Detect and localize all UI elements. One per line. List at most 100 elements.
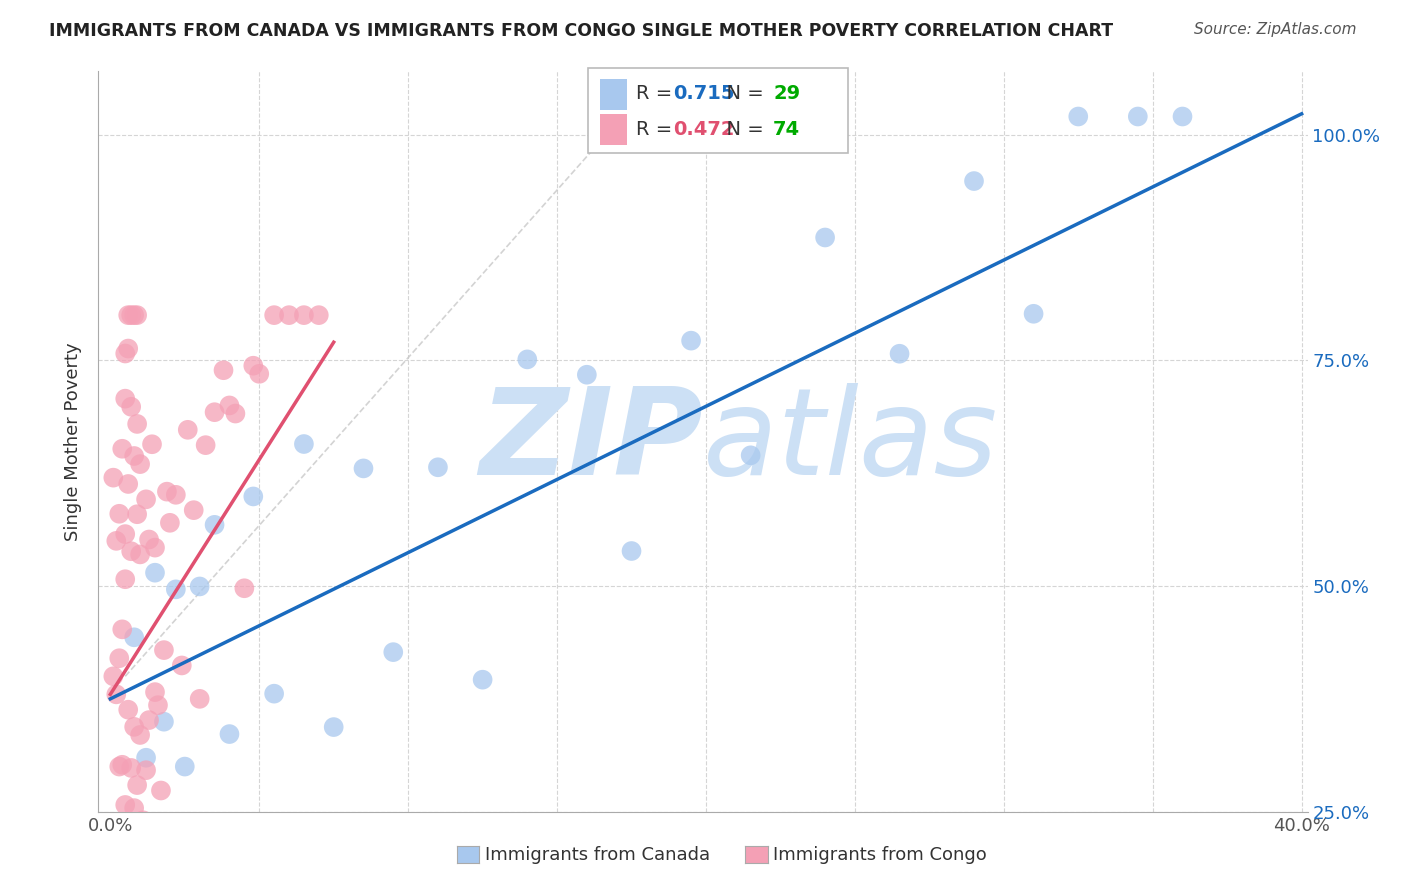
- Point: [165, 582, 187, 597]
- Point: [120, 544, 142, 558]
- Point: [292, 308, 315, 322]
- Text: 74: 74: [773, 120, 800, 138]
- Point: [1022, 307, 1045, 321]
- Point: [127, 507, 149, 521]
- Point: [353, 461, 375, 475]
- Point: [242, 359, 264, 373]
- Point: [292, 437, 315, 451]
- Text: N =: N =: [714, 84, 770, 103]
- Text: 0.715: 0.715: [673, 84, 734, 103]
- Point: [105, 687, 128, 701]
- Point: [129, 548, 152, 562]
- Point: [127, 417, 149, 431]
- Point: [740, 448, 762, 462]
- Point: [263, 687, 285, 701]
- Point: [127, 308, 149, 322]
- Point: [156, 484, 179, 499]
- Point: [117, 703, 139, 717]
- Point: [471, 673, 494, 687]
- Point: [814, 230, 837, 244]
- Point: [117, 342, 139, 356]
- Point: [183, 503, 205, 517]
- Point: [278, 308, 301, 322]
- Point: [153, 714, 176, 729]
- Point: [117, 477, 139, 491]
- Point: [114, 527, 136, 541]
- Point: [1171, 110, 1194, 124]
- Point: [204, 405, 226, 419]
- Point: [516, 352, 538, 367]
- Text: IMMIGRANTS FROM CANADA VS IMMIGRANTS FROM CONGO SINGLE MOTHER POVERTY CORRELATIO: IMMIGRANTS FROM CANADA VS IMMIGRANTS FRO…: [49, 22, 1114, 40]
- Point: [111, 757, 134, 772]
- Text: N =: N =: [714, 120, 770, 138]
- FancyBboxPatch shape: [600, 114, 627, 145]
- Point: [159, 516, 181, 530]
- Point: [127, 778, 149, 792]
- Point: [122, 449, 145, 463]
- Point: [146, 698, 169, 713]
- Point: [247, 367, 270, 381]
- Point: [132, 814, 155, 828]
- Point: [194, 438, 217, 452]
- Point: [122, 801, 145, 815]
- Point: [108, 507, 131, 521]
- Point: [143, 541, 166, 555]
- Point: [122, 308, 145, 322]
- Point: [105, 533, 128, 548]
- Point: [120, 308, 142, 322]
- Point: [114, 346, 136, 360]
- Point: [122, 630, 145, 644]
- Point: [382, 645, 405, 659]
- Point: [322, 720, 344, 734]
- Point: [138, 713, 160, 727]
- Point: [153, 643, 176, 657]
- Point: [224, 407, 246, 421]
- Point: [963, 174, 986, 188]
- Point: [114, 392, 136, 406]
- Point: [177, 423, 200, 437]
- Point: [135, 763, 157, 777]
- Point: [620, 544, 643, 558]
- Point: [120, 400, 142, 414]
- Point: [138, 533, 160, 547]
- Point: [426, 460, 449, 475]
- Point: [108, 759, 131, 773]
- Point: [218, 727, 240, 741]
- Point: [1067, 110, 1090, 124]
- Point: [188, 579, 211, 593]
- Point: [218, 399, 240, 413]
- Point: [103, 669, 125, 683]
- Point: [135, 750, 157, 764]
- Point: [173, 759, 195, 773]
- Point: [120, 761, 142, 775]
- Point: [108, 651, 131, 665]
- Text: 0.472: 0.472: [673, 120, 734, 138]
- Point: [111, 442, 134, 456]
- Point: [117, 308, 139, 322]
- Point: [188, 691, 211, 706]
- FancyBboxPatch shape: [588, 68, 848, 153]
- Text: R =: R =: [637, 120, 679, 138]
- Point: [108, 868, 131, 882]
- Text: Immigrants from Canada: Immigrants from Canada: [485, 846, 710, 863]
- Text: 29: 29: [773, 84, 800, 103]
- Point: [117, 838, 139, 852]
- Text: Immigrants from Congo: Immigrants from Congo: [773, 846, 987, 863]
- Point: [143, 566, 166, 580]
- Point: [141, 437, 163, 451]
- Point: [129, 457, 152, 471]
- Y-axis label: Single Mother Poverty: Single Mother Poverty: [65, 343, 83, 541]
- Point: [105, 831, 128, 846]
- Point: [103, 470, 125, 484]
- Point: [135, 492, 157, 507]
- Point: [212, 363, 235, 377]
- Point: [143, 685, 166, 699]
- Point: [308, 308, 330, 322]
- FancyBboxPatch shape: [600, 78, 627, 110]
- Point: [114, 572, 136, 586]
- Point: [132, 858, 155, 872]
- Point: [165, 488, 187, 502]
- Point: [681, 334, 703, 348]
- Point: [242, 490, 264, 504]
- Point: [263, 308, 285, 322]
